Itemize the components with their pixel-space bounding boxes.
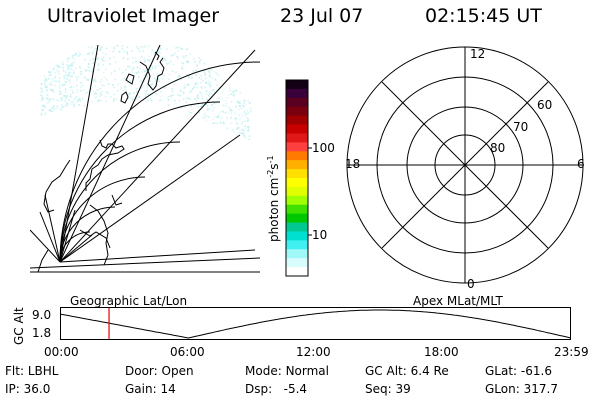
orbit-altitude-plot xyxy=(60,307,572,340)
mlt-label-0: 0 xyxy=(467,277,475,291)
date-label: 23 Jul 07 xyxy=(280,5,364,27)
coastlines xyxy=(37,51,165,273)
mlat-label-80: 80 xyxy=(490,141,506,155)
instrument-title: Ultraviolet Imager xyxy=(47,5,220,27)
status-mode: Mode: Normal xyxy=(245,364,329,378)
mlt-label-12: 12 xyxy=(470,47,486,61)
mlt-label-18: 18 xyxy=(345,157,361,171)
orbit-xtick-0000: 00:00 xyxy=(44,345,79,359)
status-gain: Gain: 14 xyxy=(125,382,176,396)
orbit-ymin: 1.8 xyxy=(32,326,52,340)
aurora-speckle xyxy=(40,45,252,141)
polar-panel-caption: Apex MLat/MLT xyxy=(413,294,503,308)
status-gc-alt: GC Alt: 6.4 Re xyxy=(365,364,449,378)
mlat-label-60: 60 xyxy=(537,98,553,112)
colorbar-tick-100: 100 xyxy=(312,141,335,155)
status-dsp: Dsp: -5.4 xyxy=(245,382,308,396)
intensity-colorbar xyxy=(285,79,312,277)
geo-panel-caption: Geographic Lat/Lon xyxy=(70,294,188,308)
lat-lon-grid xyxy=(30,45,260,273)
status-seq: Seq: 39 xyxy=(365,382,411,396)
time-label: 02:15:45 UT xyxy=(425,5,542,27)
status-filter: Flt: LBHL xyxy=(5,364,59,378)
status-ip: IP: 36.0 xyxy=(5,382,51,396)
orbit-xtick-1200: 12:00 xyxy=(296,345,331,359)
geographic-map xyxy=(30,45,260,273)
orbit-xtick-2359: 23:59 xyxy=(554,345,589,359)
status-glon: GLon: 317.7 xyxy=(485,382,558,396)
mlat-label-70: 70 xyxy=(513,120,529,134)
orbit-xtick-0600: 06:00 xyxy=(170,345,205,359)
mlt-label-6: 6 xyxy=(577,157,585,171)
colorbar-unit-label: photon cm-2s-1 xyxy=(266,155,281,242)
polar-mlat-mlt-plot xyxy=(346,46,584,284)
colorbar-tick-10: 10 xyxy=(312,228,328,242)
orbit-ylabel: GC Alt xyxy=(12,307,26,345)
orbit-ymax: 9.0 xyxy=(32,308,52,322)
status-door: Door: Open xyxy=(125,364,194,378)
status-glat: GLat: -61.6 xyxy=(485,364,552,378)
orbit-xtick-1800: 18:00 xyxy=(424,345,459,359)
